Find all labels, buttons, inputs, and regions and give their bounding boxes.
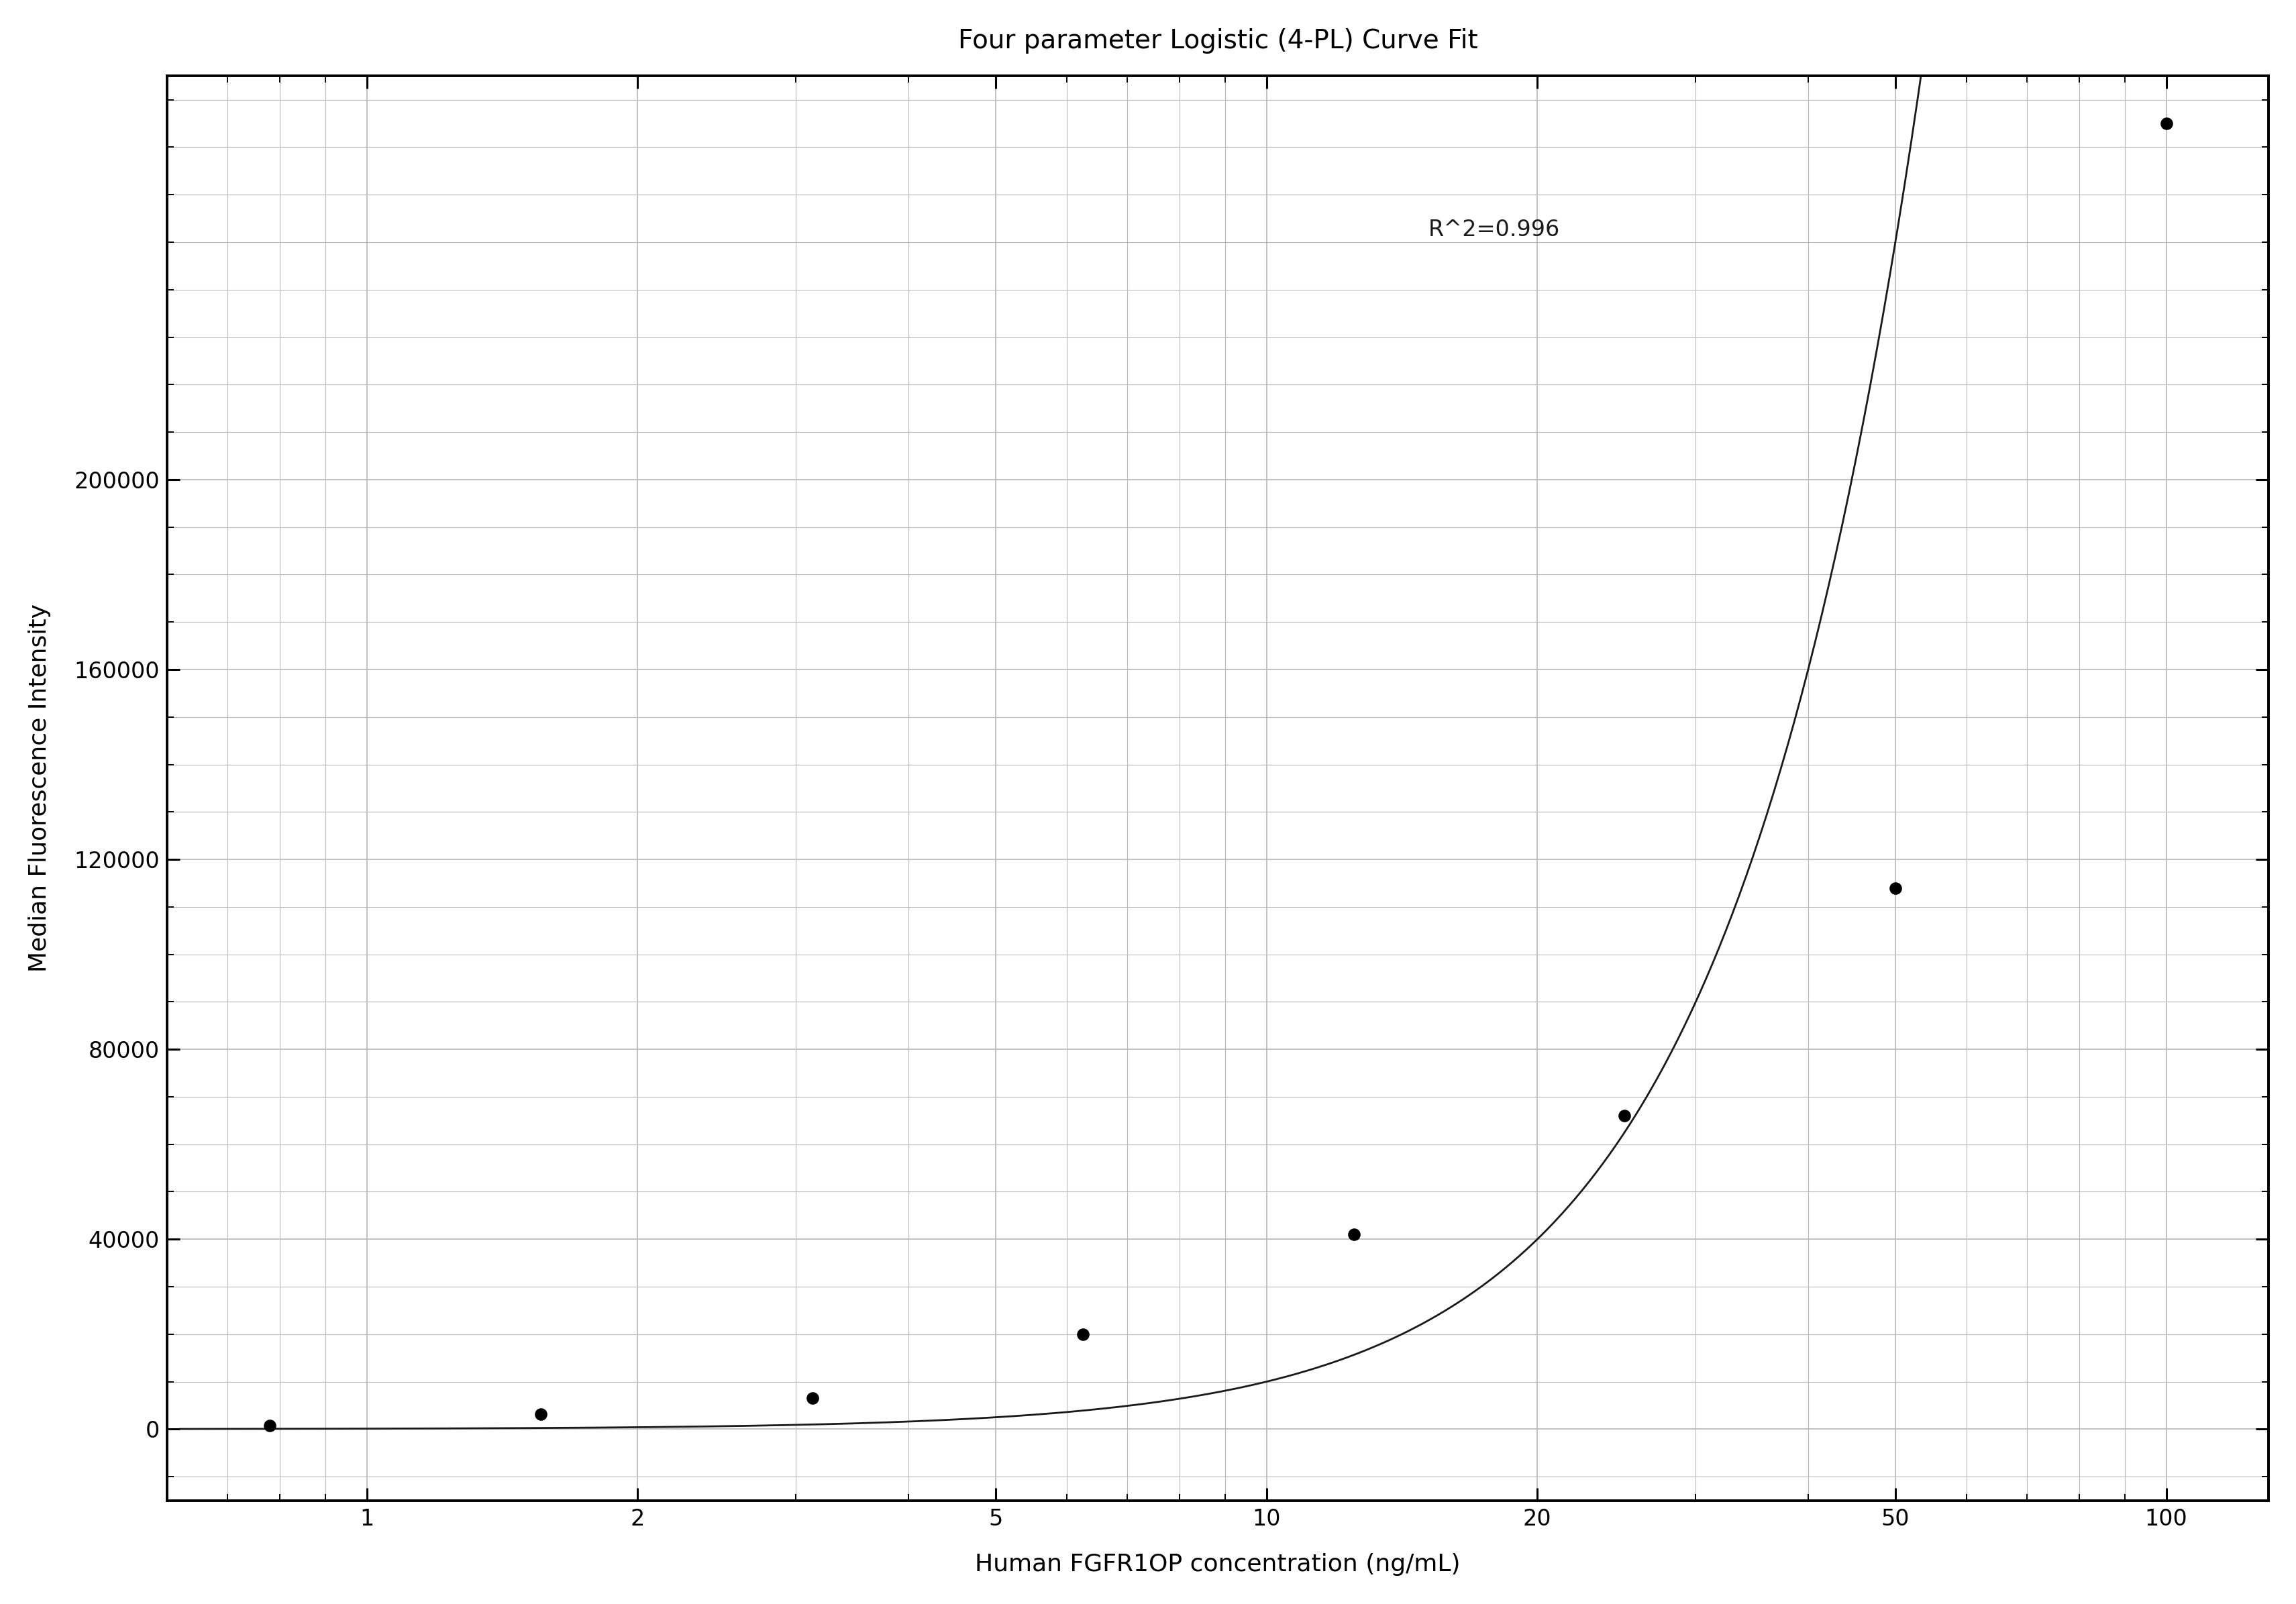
- Point: [1063, 1322, 1100, 1347]
- Point: [1876, 876, 1913, 901]
- X-axis label: Human FGFR1OP concentration (ng/mL): Human FGFR1OP concentration (ng/mL): [976, 1553, 1460, 1577]
- Point: [1605, 1104, 1642, 1129]
- Point: [2147, 111, 2183, 136]
- Y-axis label: Median Fluorescence Intensity: Median Fluorescence Intensity: [28, 605, 51, 972]
- Point: [250, 1413, 287, 1439]
- Point: [1334, 1222, 1371, 1248]
- Point: [794, 1386, 831, 1412]
- Title: Four parameter Logistic (4-PL) Curve Fit: Four parameter Logistic (4-PL) Curve Fit: [957, 27, 1476, 53]
- Point: [521, 1402, 558, 1428]
- Text: R^2=0.996: R^2=0.996: [1428, 218, 1559, 241]
